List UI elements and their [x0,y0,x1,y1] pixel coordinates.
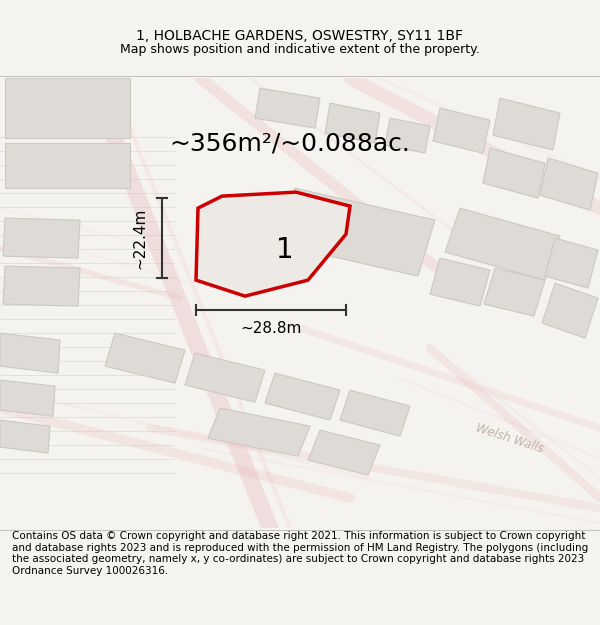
Polygon shape [5,78,130,138]
Polygon shape [265,373,340,420]
Polygon shape [325,103,380,143]
Polygon shape [185,353,265,402]
Text: ~22.4m: ~22.4m [133,208,148,269]
Polygon shape [278,188,435,276]
Text: 1: 1 [276,236,294,264]
Polygon shape [3,218,80,258]
Polygon shape [445,208,560,280]
Polygon shape [0,420,50,453]
Polygon shape [105,333,185,383]
Polygon shape [545,238,598,288]
Text: Contains OS data © Crown copyright and database right 2021. This information is : Contains OS data © Crown copyright and d… [12,531,588,576]
Polygon shape [5,143,130,188]
Polygon shape [484,268,545,316]
Polygon shape [542,283,598,338]
Polygon shape [340,390,410,436]
Polygon shape [3,266,80,306]
Polygon shape [493,98,560,150]
Text: Welsh Walls: Welsh Walls [475,421,545,455]
Polygon shape [0,333,60,373]
Text: Map shows position and indicative extent of the property.: Map shows position and indicative extent… [120,44,480,56]
Polygon shape [0,380,55,416]
Polygon shape [433,108,490,153]
Polygon shape [385,118,430,153]
Polygon shape [208,408,310,456]
Text: 1, HOLBACHE GARDENS, OSWESTRY, SY11 1BF: 1, HOLBACHE GARDENS, OSWESTRY, SY11 1BF [137,29,464,43]
Polygon shape [540,158,598,210]
Polygon shape [308,430,380,475]
Polygon shape [255,88,320,128]
Polygon shape [483,148,545,198]
Text: ~356m²/~0.088ac.: ~356m²/~0.088ac. [170,131,410,155]
Polygon shape [430,258,490,306]
Text: ~28.8m: ~28.8m [241,321,302,336]
Polygon shape [196,192,350,296]
